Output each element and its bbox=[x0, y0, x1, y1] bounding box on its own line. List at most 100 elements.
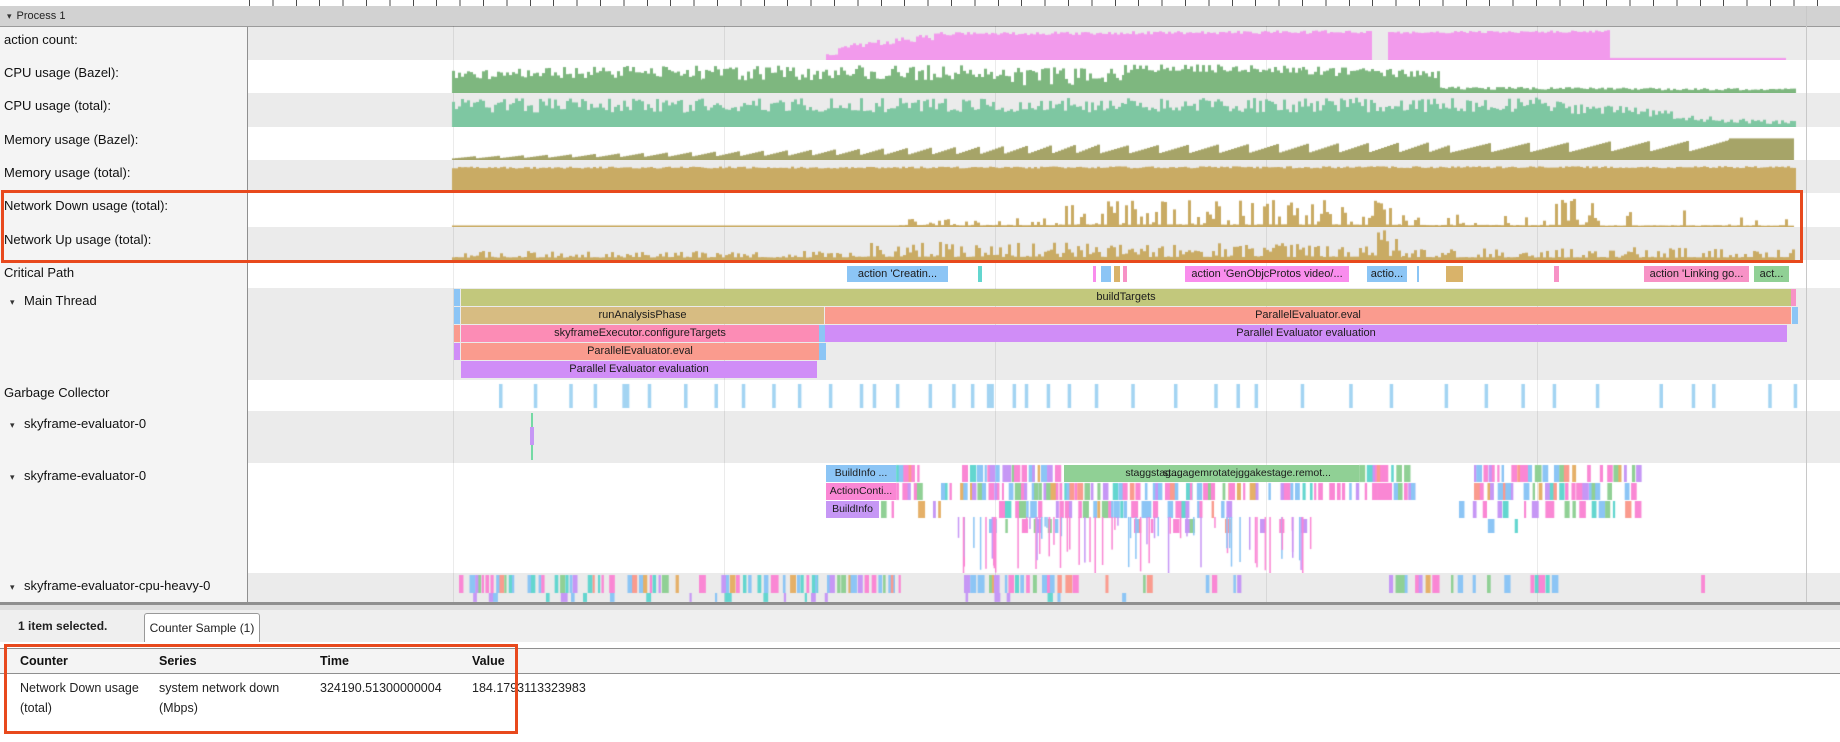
track-content[interactable] bbox=[248, 93, 1840, 127]
panel-strip bbox=[0, 605, 1840, 610]
tab-counter-sample[interactable]: Counter Sample (1) bbox=[144, 613, 260, 643]
track-label: Network Down usage (total): bbox=[0, 193, 248, 227]
track-label: CPU usage (Bazel): bbox=[0, 60, 248, 93]
track-label-text: Garbage Collector bbox=[4, 385, 110, 400]
timeline-sliver[interactable] bbox=[1093, 266, 1096, 282]
track-label: Network Up usage (total): bbox=[0, 227, 248, 260]
column-header-series: Series bbox=[159, 654, 197, 668]
track-row: Network Up usage (total): bbox=[0, 227, 1840, 260]
selection-status: 1 item selected. bbox=[18, 619, 108, 633]
cpu_bazel-chart[interactable] bbox=[248, 60, 1839, 93]
timeline-span[interactable]: buildTargets bbox=[461, 289, 1791, 306]
track-canvas[interactable] bbox=[248, 573, 1839, 602]
track-row: Critical Path action 'Creatin... action 'G… bbox=[0, 260, 1840, 288]
track-label[interactable]: ▾ Main Thread bbox=[0, 288, 248, 380]
track-content[interactable] bbox=[248, 27, 1840, 60]
cpu_total-chart[interactable] bbox=[248, 93, 1839, 127]
gc-marker-detail[interactable] bbox=[530, 427, 534, 445]
timeline-sliver[interactable] bbox=[454, 307, 460, 324]
mem_bazel-chart[interactable] bbox=[248, 127, 1839, 160]
timeline-sliver[interactable] bbox=[1792, 307, 1798, 324]
track-row: CPU usage (total): bbox=[0, 93, 1840, 127]
mem_total-chart[interactable] bbox=[248, 160, 1839, 193]
track-label[interactable]: ▾ skyframe-evaluator-0 bbox=[0, 411, 248, 463]
cell-value: 184.1793113323983 bbox=[472, 681, 586, 695]
track-label[interactable]: ▾ skyframe-evaluator-cpu-heavy-0 bbox=[0, 573, 248, 602]
process-header[interactable]: ▾ Process 1 bbox=[0, 6, 1840, 27]
timeline-span[interactable]: Parallel Evaluator evaluation bbox=[825, 325, 1787, 342]
track-row: ▾ Main Thread buildTargets runAnalysisPhase… bbox=[0, 288, 1840, 380]
track-canvas[interactable] bbox=[248, 463, 1839, 573]
timeline-span[interactable]: BuildInfo ... bbox=[826, 465, 896, 482]
action_count-chart[interactable] bbox=[248, 27, 1839, 60]
track-content[interactable] bbox=[248, 411, 1840, 463]
timeline-span[interactable]: runAnalysisPhase bbox=[461, 307, 824, 324]
timeline-sliver[interactable] bbox=[819, 343, 826, 360]
timeline-sliver[interactable] bbox=[454, 289, 460, 306]
track-label-text: action count: bbox=[4, 32, 78, 47]
timeline-span[interactable]: Parallel Evaluator evaluation bbox=[461, 361, 817, 378]
expand-arrow-icon[interactable]: ▾ bbox=[10, 472, 15, 482]
track-content[interactable] bbox=[248, 60, 1840, 93]
track-label[interactable]: ▾ skyframe-evaluator-0 bbox=[0, 463, 248, 573]
timeline-sliver[interactable] bbox=[978, 266, 982, 282]
track-content[interactable] bbox=[248, 573, 1840, 602]
net_down-chart[interactable] bbox=[248, 193, 1839, 227]
timeline-span[interactable]: action 'Linking go... bbox=[1644, 266, 1749, 282]
timeline-span[interactable]: action 'Creatin... bbox=[847, 266, 948, 282]
track-label-text: skyframe-evaluator-0 bbox=[24, 416, 147, 431]
track-content[interactable]: buildTargets runAnalysisPhase ParallelEval… bbox=[248, 288, 1840, 380]
column-header-value: Value bbox=[472, 654, 505, 668]
track-label: Memory usage (total): bbox=[0, 160, 248, 193]
track-content[interactable] bbox=[248, 380, 1840, 411]
timeline-panel: ▾ Process 1 action count: CPU usage (Bazel… bbox=[0, 0, 1840, 602]
panel-resize-handle[interactable] bbox=[0, 602, 1840, 605]
timeline-span[interactable]: ActionConti... bbox=[826, 483, 896, 500]
timeline-sliver[interactable] bbox=[1446, 266, 1463, 282]
timeline-span[interactable]: act... bbox=[1754, 266, 1789, 282]
expand-arrow-icon[interactable]: ▾ bbox=[10, 420, 15, 430]
timeline-sliver[interactable] bbox=[1554, 266, 1559, 282]
timeline-span[interactable]: BuildInfo bbox=[826, 501, 879, 518]
track-label-text: CPU usage (Bazel): bbox=[4, 65, 119, 80]
timeline-span[interactable]: ParallelEvaluator.eval bbox=[461, 343, 819, 360]
track-label-text: Memory usage (total): bbox=[4, 165, 131, 180]
net_up-chart[interactable] bbox=[248, 227, 1839, 260]
timeline-sliver[interactable] bbox=[1417, 266, 1419, 282]
timeline-sliver[interactable] bbox=[1791, 289, 1796, 306]
track-content[interactable]: action 'Creatin... action 'GenObjcProtos … bbox=[248, 260, 1840, 288]
track-label-text: Network Down usage (total): bbox=[4, 198, 169, 213]
track-row: Memory usage (total): bbox=[0, 160, 1840, 193]
track-label: Garbage Collector bbox=[0, 380, 248, 411]
track-content[interactable] bbox=[248, 160, 1840, 193]
timeline-ruler[interactable] bbox=[249, 0, 1840, 6]
track-row: Memory usage (Bazel): bbox=[0, 127, 1840, 160]
timeline-span[interactable]: action 'GenObjcProtos video/... bbox=[1185, 266, 1349, 282]
timeline-sliver[interactable] bbox=[819, 325, 825, 342]
timeline-sliver[interactable] bbox=[1123, 266, 1127, 282]
timeline-sliver[interactable] bbox=[454, 325, 460, 342]
timeline-span[interactable]: actio... bbox=[1367, 266, 1407, 282]
track-label: CPU usage (total): bbox=[0, 93, 248, 127]
track-row: ▾ skyframe-evaluator-0 BuildInfo ... staggs… bbox=[0, 463, 1840, 573]
timeline-sliver[interactable] bbox=[1101, 266, 1111, 282]
timeline-span[interactable]: staggstag... stagagemrotatejggakestage.re… bbox=[1064, 465, 1359, 482]
timeline-span[interactable]: ParallelEvaluator.eval bbox=[825, 307, 1791, 324]
track-content[interactable] bbox=[248, 193, 1840, 227]
track-canvas[interactable] bbox=[248, 380, 1839, 411]
expand-arrow-icon[interactable]: ▾ bbox=[10, 297, 15, 307]
track-label-text: Critical Path bbox=[4, 265, 75, 280]
timeline-sliver[interactable] bbox=[454, 343, 460, 360]
column-header-time: Time bbox=[320, 654, 349, 668]
timeline-span[interactable]: skyframeExecutor.configureTargets bbox=[461, 325, 819, 342]
track-row: ▾ skyframe-evaluator-cpu-heavy-0 bbox=[0, 573, 1840, 602]
track-content[interactable] bbox=[248, 127, 1840, 160]
collapse-arrow-icon[interactable]: ▾ bbox=[7, 11, 12, 21]
details-tab-bar: 1 item selected. Counter Sample (1) bbox=[0, 610, 1840, 643]
track-content[interactable] bbox=[248, 227, 1840, 260]
track-content[interactable]: BuildInfo ... staggstag... stagagemrotatej… bbox=[248, 463, 1840, 573]
track-label-text: skyframe-evaluator-0 bbox=[24, 468, 147, 483]
timeline-sliver[interactable] bbox=[1114, 266, 1120, 282]
expand-arrow-icon[interactable]: ▾ bbox=[10, 582, 15, 592]
cell-time: 324190.51300000004 bbox=[320, 681, 442, 695]
